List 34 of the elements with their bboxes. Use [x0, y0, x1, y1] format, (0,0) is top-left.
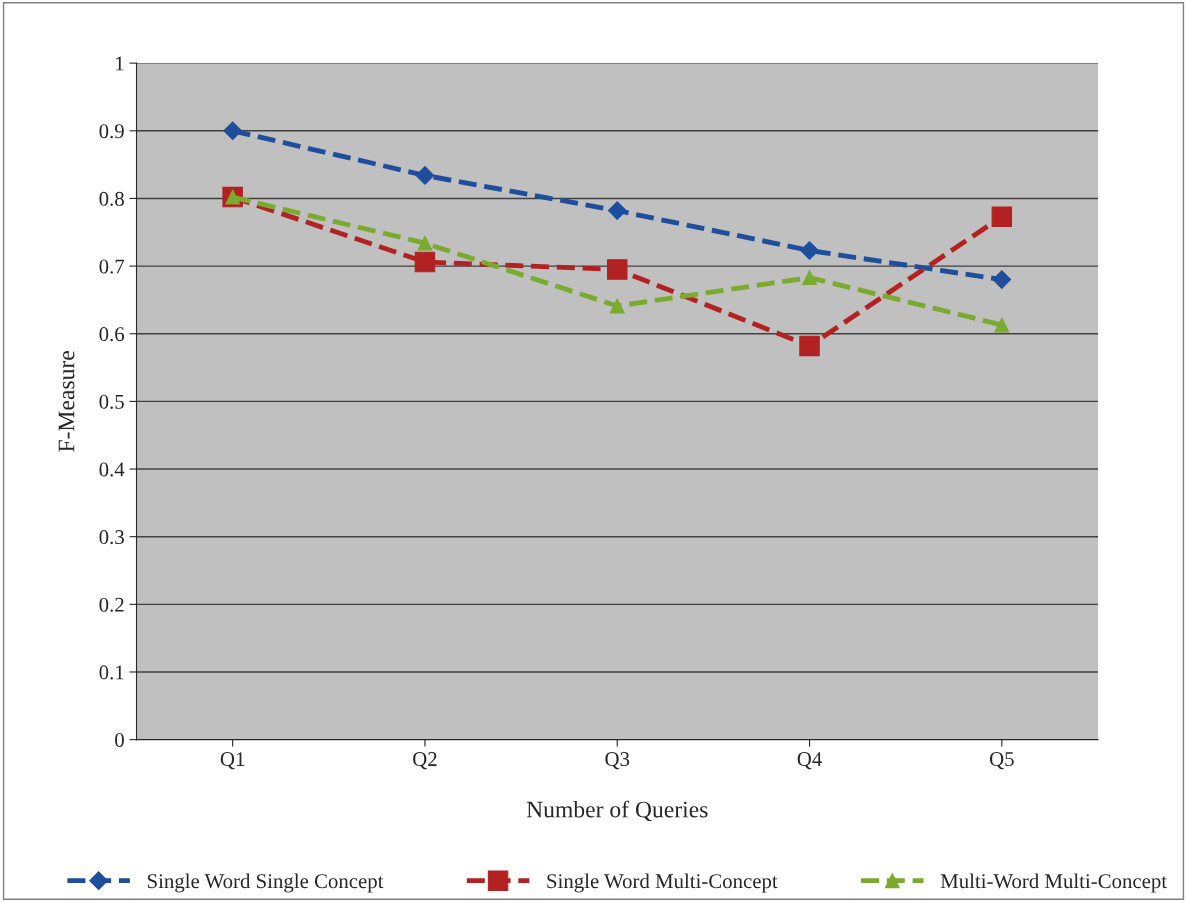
point — [414, 251, 436, 273]
x-tick-label: Q2 — [413, 752, 437, 770]
point — [607, 259, 628, 280]
legend-label: Single Word Multi-Concept — [547, 873, 778, 893]
y-tick-label: 0.8 — [99, 191, 124, 206]
legend-label: Single Word Single Concept — [147, 873, 384, 893]
x-axis-title: Number of Queries — [526, 800, 708, 822]
point — [994, 317, 1010, 333]
y-axis-title: F-Measure — [58, 351, 75, 452]
point — [607, 201, 627, 220]
x-tick-label: Q3 — [605, 752, 630, 770]
point — [609, 298, 625, 314]
y-tick-label: 1 — [116, 56, 124, 71]
x-tick-label: Q4 — [797, 752, 822, 770]
x-tick-label: Q1 — [220, 752, 245, 770]
point — [417, 235, 433, 251]
y-tick-label: 0.6 — [99, 327, 125, 342]
y-tick-label: 0.4 — [99, 462, 125, 477]
y-tick-label: 0.3 — [99, 530, 124, 545]
point — [799, 335, 820, 357]
legend-label: Multi-Word Multi-Concept — [940, 873, 1167, 893]
x-tick-label: Q5 — [989, 752, 1014, 770]
y-tick-label: 0.1 — [99, 665, 124, 680]
point — [415, 166, 435, 185]
point — [802, 270, 817, 286]
point — [991, 206, 1013, 227]
point — [800, 241, 819, 260]
point — [992, 270, 1012, 289]
y-tick-label: 0.7 — [99, 259, 125, 274]
y-tick-label: 0.5 — [99, 394, 124, 409]
y-tick-label: 0.2 — [99, 597, 124, 612]
y-tick-label: 0 — [115, 733, 124, 748]
y-tick-label: 0.9 — [99, 124, 124, 139]
point — [223, 121, 243, 141]
